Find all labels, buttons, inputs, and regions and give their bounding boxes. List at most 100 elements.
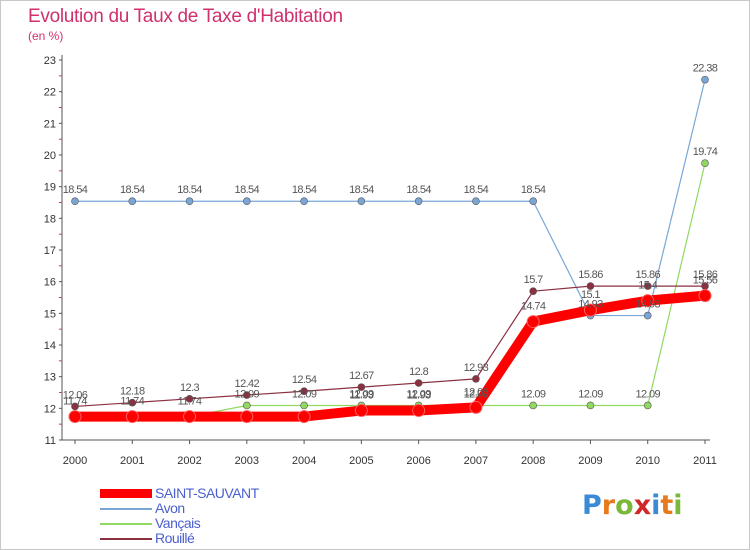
x-tick-label: 2011 xyxy=(693,455,717,467)
series-point-1 xyxy=(643,311,652,320)
y-tick-label: 12 xyxy=(44,403,56,415)
y-tick-label: 21 xyxy=(44,118,56,130)
series-layer xyxy=(68,75,712,424)
legend-label: Vançais xyxy=(155,515,201,531)
x-tick-label: 2005 xyxy=(349,455,373,467)
y-tick-label: 22 xyxy=(44,87,56,99)
data-label-1: 18.54 xyxy=(349,184,374,196)
series-point-3 xyxy=(643,282,652,290)
proxiti-logo: Proxiti xyxy=(582,490,683,521)
series-point-2 xyxy=(586,401,595,410)
series-line-1 xyxy=(74,79,706,317)
y-tick-label: 18 xyxy=(44,213,56,225)
series-point-0 xyxy=(68,410,82,424)
y-tick-label: 11 xyxy=(45,435,56,447)
logo-letter: P xyxy=(582,490,602,521)
data-label-0: 11.93 xyxy=(350,390,374,402)
series-point-1 xyxy=(128,197,137,206)
series-point-3 xyxy=(472,375,480,383)
x-tick-label: 2010 xyxy=(635,455,659,467)
y-tick-label: 20 xyxy=(44,150,56,162)
data-label-3: 12.67 xyxy=(349,370,374,382)
series-point-0 xyxy=(240,410,254,424)
data-label-1: 18.54 xyxy=(464,184,489,196)
series-point-3 xyxy=(414,379,423,387)
data-label-1: 14.93 xyxy=(578,299,603,311)
legend-swatch xyxy=(100,538,152,540)
data-label-0: 14.74 xyxy=(521,301,546,313)
data-label-3: 15.7 xyxy=(524,274,543,286)
series-point-0 xyxy=(125,410,139,424)
data-label-0: 11.74 xyxy=(120,396,144,408)
logo-letter: x xyxy=(633,490,652,521)
series-point-0 xyxy=(354,404,368,418)
series-point-2 xyxy=(529,401,537,410)
data-label-3: 12.06 xyxy=(63,389,88,401)
legend-swatch xyxy=(100,489,152,498)
series-point-2 xyxy=(300,401,308,410)
data-label-2: 12.09 xyxy=(635,388,660,400)
data-label-0: 12.03 xyxy=(464,386,489,398)
data-label-1: 18.54 xyxy=(521,184,546,196)
data-label-2: 12.09 xyxy=(349,388,374,400)
series-point-1 xyxy=(185,197,194,206)
legend-label: Rouillé xyxy=(155,530,195,546)
data-label-1: 18.54 xyxy=(292,184,317,196)
series-point-1 xyxy=(357,197,366,206)
series-point-0 xyxy=(526,315,540,329)
chart-title: Evolution du Taux de Taxe d'Habitation xyxy=(28,6,343,27)
y-tick-label: 15 xyxy=(44,308,56,320)
data-label-3: 12.42 xyxy=(235,378,260,390)
data-label-1: 18.54 xyxy=(120,184,145,196)
series-point-1 xyxy=(414,197,423,206)
data-label-2: 19.74 xyxy=(693,146,718,158)
data-label-2: 12.09 xyxy=(406,388,431,400)
x-tick-label: 2004 xyxy=(292,455,316,467)
data-label-0: 11.74 xyxy=(63,396,87,408)
y-tick-label: 19 xyxy=(44,182,56,194)
logo-letter: o xyxy=(615,490,634,521)
y-tick-label: 13 xyxy=(44,372,56,384)
series-line-0 xyxy=(70,290,710,422)
series-point-1 xyxy=(71,197,79,206)
logo-letter: i xyxy=(673,490,683,521)
series-point-1 xyxy=(300,197,308,206)
series-point-0 xyxy=(297,410,311,424)
series-point-3 xyxy=(185,395,194,403)
series-point-3 xyxy=(586,282,595,290)
data-label-3: 12.8 xyxy=(409,366,428,378)
data-label-3: 15.86 xyxy=(578,269,603,281)
data-label-1: 18.54 xyxy=(406,184,431,196)
series-point-3 xyxy=(357,383,366,391)
logo-letter: t xyxy=(660,490,674,521)
legend-swatch xyxy=(100,508,152,510)
series-point-1 xyxy=(243,197,251,206)
y-tick-label: 16 xyxy=(44,277,56,289)
axes: 11 12 13 14 15 16 17 18 19 20 21 22 23 2000 2001 2002 20… xyxy=(44,55,717,467)
data-label-0: 11.74 xyxy=(178,396,202,408)
y-tick-label: 23 xyxy=(44,55,56,67)
data-label-2: 12.09 xyxy=(521,388,546,400)
data-label-1: 18.54 xyxy=(63,184,88,196)
data-labels: 18.54 18.54 18.54 18.54 18.54 18.54 18.54 18.54… xyxy=(63,63,719,408)
series-point-0 xyxy=(583,303,597,317)
data-label-1: 18.54 xyxy=(177,184,202,196)
series-point-0 xyxy=(412,404,426,418)
x-tick-label: 2006 xyxy=(406,455,430,467)
x-tick-label: 2003 xyxy=(235,455,259,467)
y-tick-label: 17 xyxy=(44,245,56,257)
unit-label: (en %) xyxy=(28,29,64,43)
series-point-0 xyxy=(183,410,197,424)
series-point-3 xyxy=(529,287,537,295)
data-label-3: 12.54 xyxy=(292,374,317,386)
x-tick-label: 2009 xyxy=(578,455,602,467)
x-tick-label: 2000 xyxy=(63,455,87,467)
legend-label: Avon xyxy=(155,500,185,516)
data-label-2: 12.09 xyxy=(578,388,603,400)
series-point-3 xyxy=(128,398,137,407)
legend-label: SAINT-SAUVANT xyxy=(155,485,259,501)
x-tick-label: 2002 xyxy=(177,455,201,467)
data-label-3: 15.86 xyxy=(693,269,718,281)
